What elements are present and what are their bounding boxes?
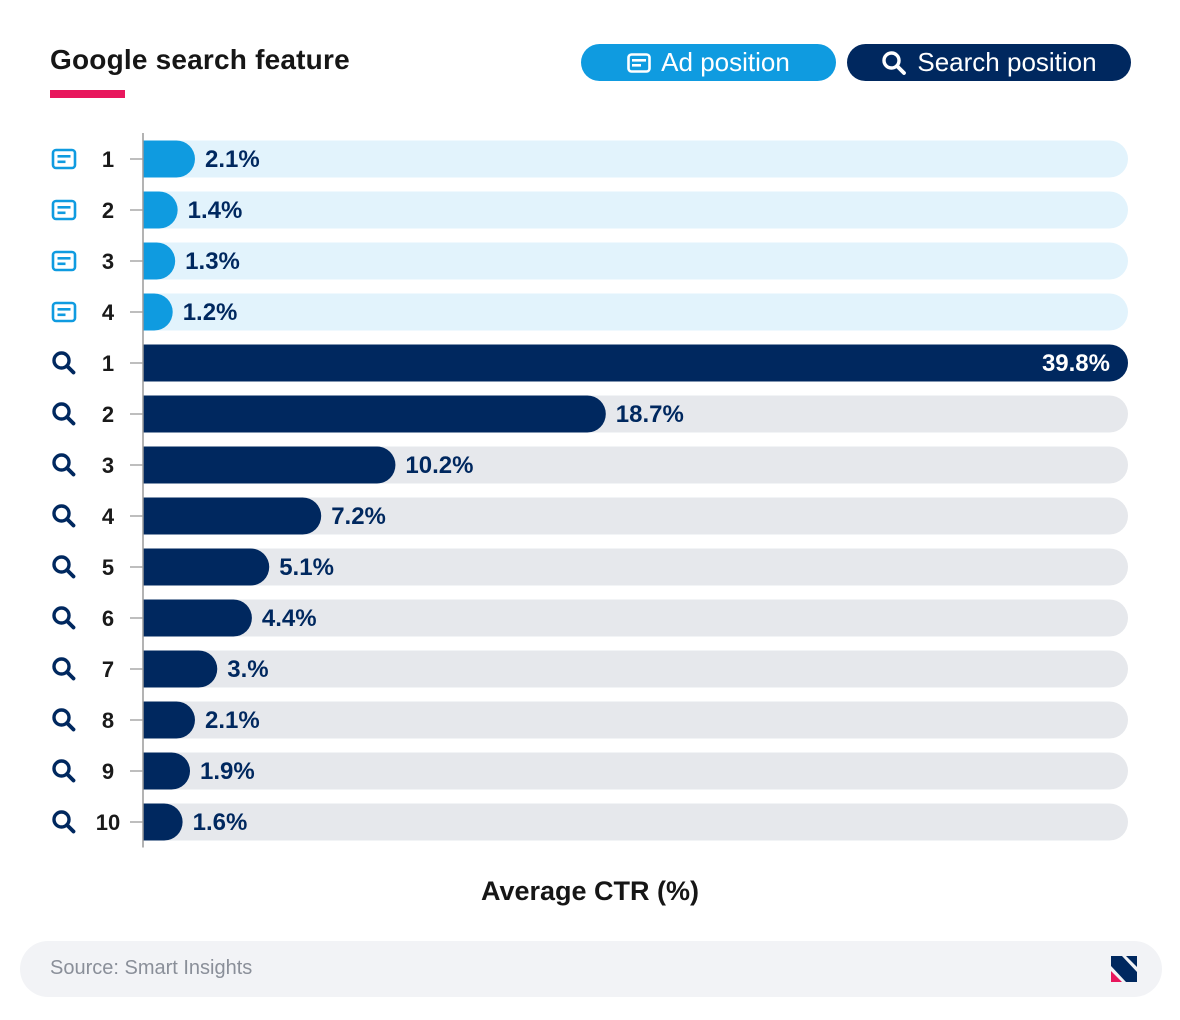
search-bar xyxy=(143,803,183,841)
search-icon xyxy=(52,453,76,477)
search-icon xyxy=(882,50,907,75)
search-icon xyxy=(52,810,76,834)
y-tick-label: 1 xyxy=(102,351,114,376)
y-tick-label: 7 xyxy=(102,657,114,682)
y-tick-label: 5 xyxy=(102,555,114,580)
y-tick-label: 4 xyxy=(102,300,115,325)
y-tick-label: 2 xyxy=(102,402,114,427)
bar-track xyxy=(143,650,1128,688)
data-label: 1.9% xyxy=(200,758,255,785)
data-label: 7.2% xyxy=(331,503,386,530)
search-bar xyxy=(143,752,191,790)
data-label: 5.1% xyxy=(279,554,334,581)
bar-track xyxy=(143,293,1128,331)
data-label: 2.1% xyxy=(205,146,260,173)
bar-track xyxy=(143,140,1128,178)
y-tick-label: 3 xyxy=(102,453,114,478)
search-icon xyxy=(52,504,76,528)
title-underline xyxy=(50,90,125,98)
data-label: 1.6% xyxy=(193,809,248,836)
ad-icon xyxy=(51,148,77,170)
search-bar xyxy=(143,650,218,688)
search-icon xyxy=(52,402,76,426)
search-icon xyxy=(52,555,76,579)
search-bar xyxy=(143,344,1128,382)
legend-search-label: Search position xyxy=(917,47,1097,77)
ad-bar xyxy=(143,242,176,280)
bar-track xyxy=(143,752,1128,790)
search-bar xyxy=(143,497,322,535)
y-tick-label: 9 xyxy=(102,759,114,784)
search-bar xyxy=(143,599,252,637)
ad-icon xyxy=(51,250,77,272)
search-icon xyxy=(52,606,76,630)
search-icon xyxy=(52,657,76,681)
data-label: 3.% xyxy=(227,656,268,683)
ad-bar xyxy=(143,191,178,229)
brand-logo-icon xyxy=(1111,956,1137,982)
data-label: 4.4% xyxy=(262,605,317,632)
bar-chart: 2.1% 1 1.4% 2 1.3% 3 1.2% 4 39.8% 1 18.7% 2 10.2% 3 7.… xyxy=(51,133,1128,848)
chart-title: Google search feature xyxy=(50,44,350,75)
search-bar xyxy=(143,395,606,433)
bar-track xyxy=(143,599,1128,637)
y-tick-label: 4 xyxy=(102,504,115,529)
ad-icon xyxy=(51,301,77,323)
data-label: 1.2% xyxy=(183,299,238,326)
ad-icon xyxy=(51,199,77,221)
source-text: Source: Smart Insights xyxy=(50,957,253,979)
search-bar xyxy=(143,701,195,739)
x-axis-label: Average CTR (%) xyxy=(480,876,700,906)
bar-track xyxy=(143,548,1128,586)
y-tick-label: 6 xyxy=(102,606,114,631)
search-icon xyxy=(52,759,76,783)
y-tick-label: 8 xyxy=(102,708,114,733)
bar-track xyxy=(143,191,1128,229)
y-tick-label: 2 xyxy=(102,198,114,223)
bar-track xyxy=(143,242,1128,280)
data-label: 10.2% xyxy=(405,452,473,479)
data-label: 39.8% xyxy=(1042,350,1110,377)
bar-track xyxy=(143,701,1128,739)
bar-track xyxy=(143,803,1128,841)
y-tick-label: 3 xyxy=(102,249,114,274)
y-tick-label: 10 xyxy=(96,810,120,835)
ad-bar xyxy=(143,293,173,331)
search-bar xyxy=(143,548,270,586)
legend-ad-position: Ad position xyxy=(581,44,836,81)
ad-icon xyxy=(627,52,651,73)
data-label: 2.1% xyxy=(205,707,260,734)
bar-track xyxy=(143,497,1128,535)
search-icon xyxy=(52,708,76,732)
data-label: 1.3% xyxy=(185,248,240,275)
legend-ad-label: Ad position xyxy=(661,47,790,77)
y-tick-label: 1 xyxy=(102,147,114,172)
data-label: 1.4% xyxy=(188,197,243,224)
search-icon xyxy=(52,351,76,375)
data-label: 18.7% xyxy=(616,401,684,428)
search-bar xyxy=(143,446,396,484)
legend-search-position: Search position xyxy=(847,44,1131,81)
source-footer: Source: Smart Insights xyxy=(20,941,1162,997)
ad-bar xyxy=(143,140,195,178)
